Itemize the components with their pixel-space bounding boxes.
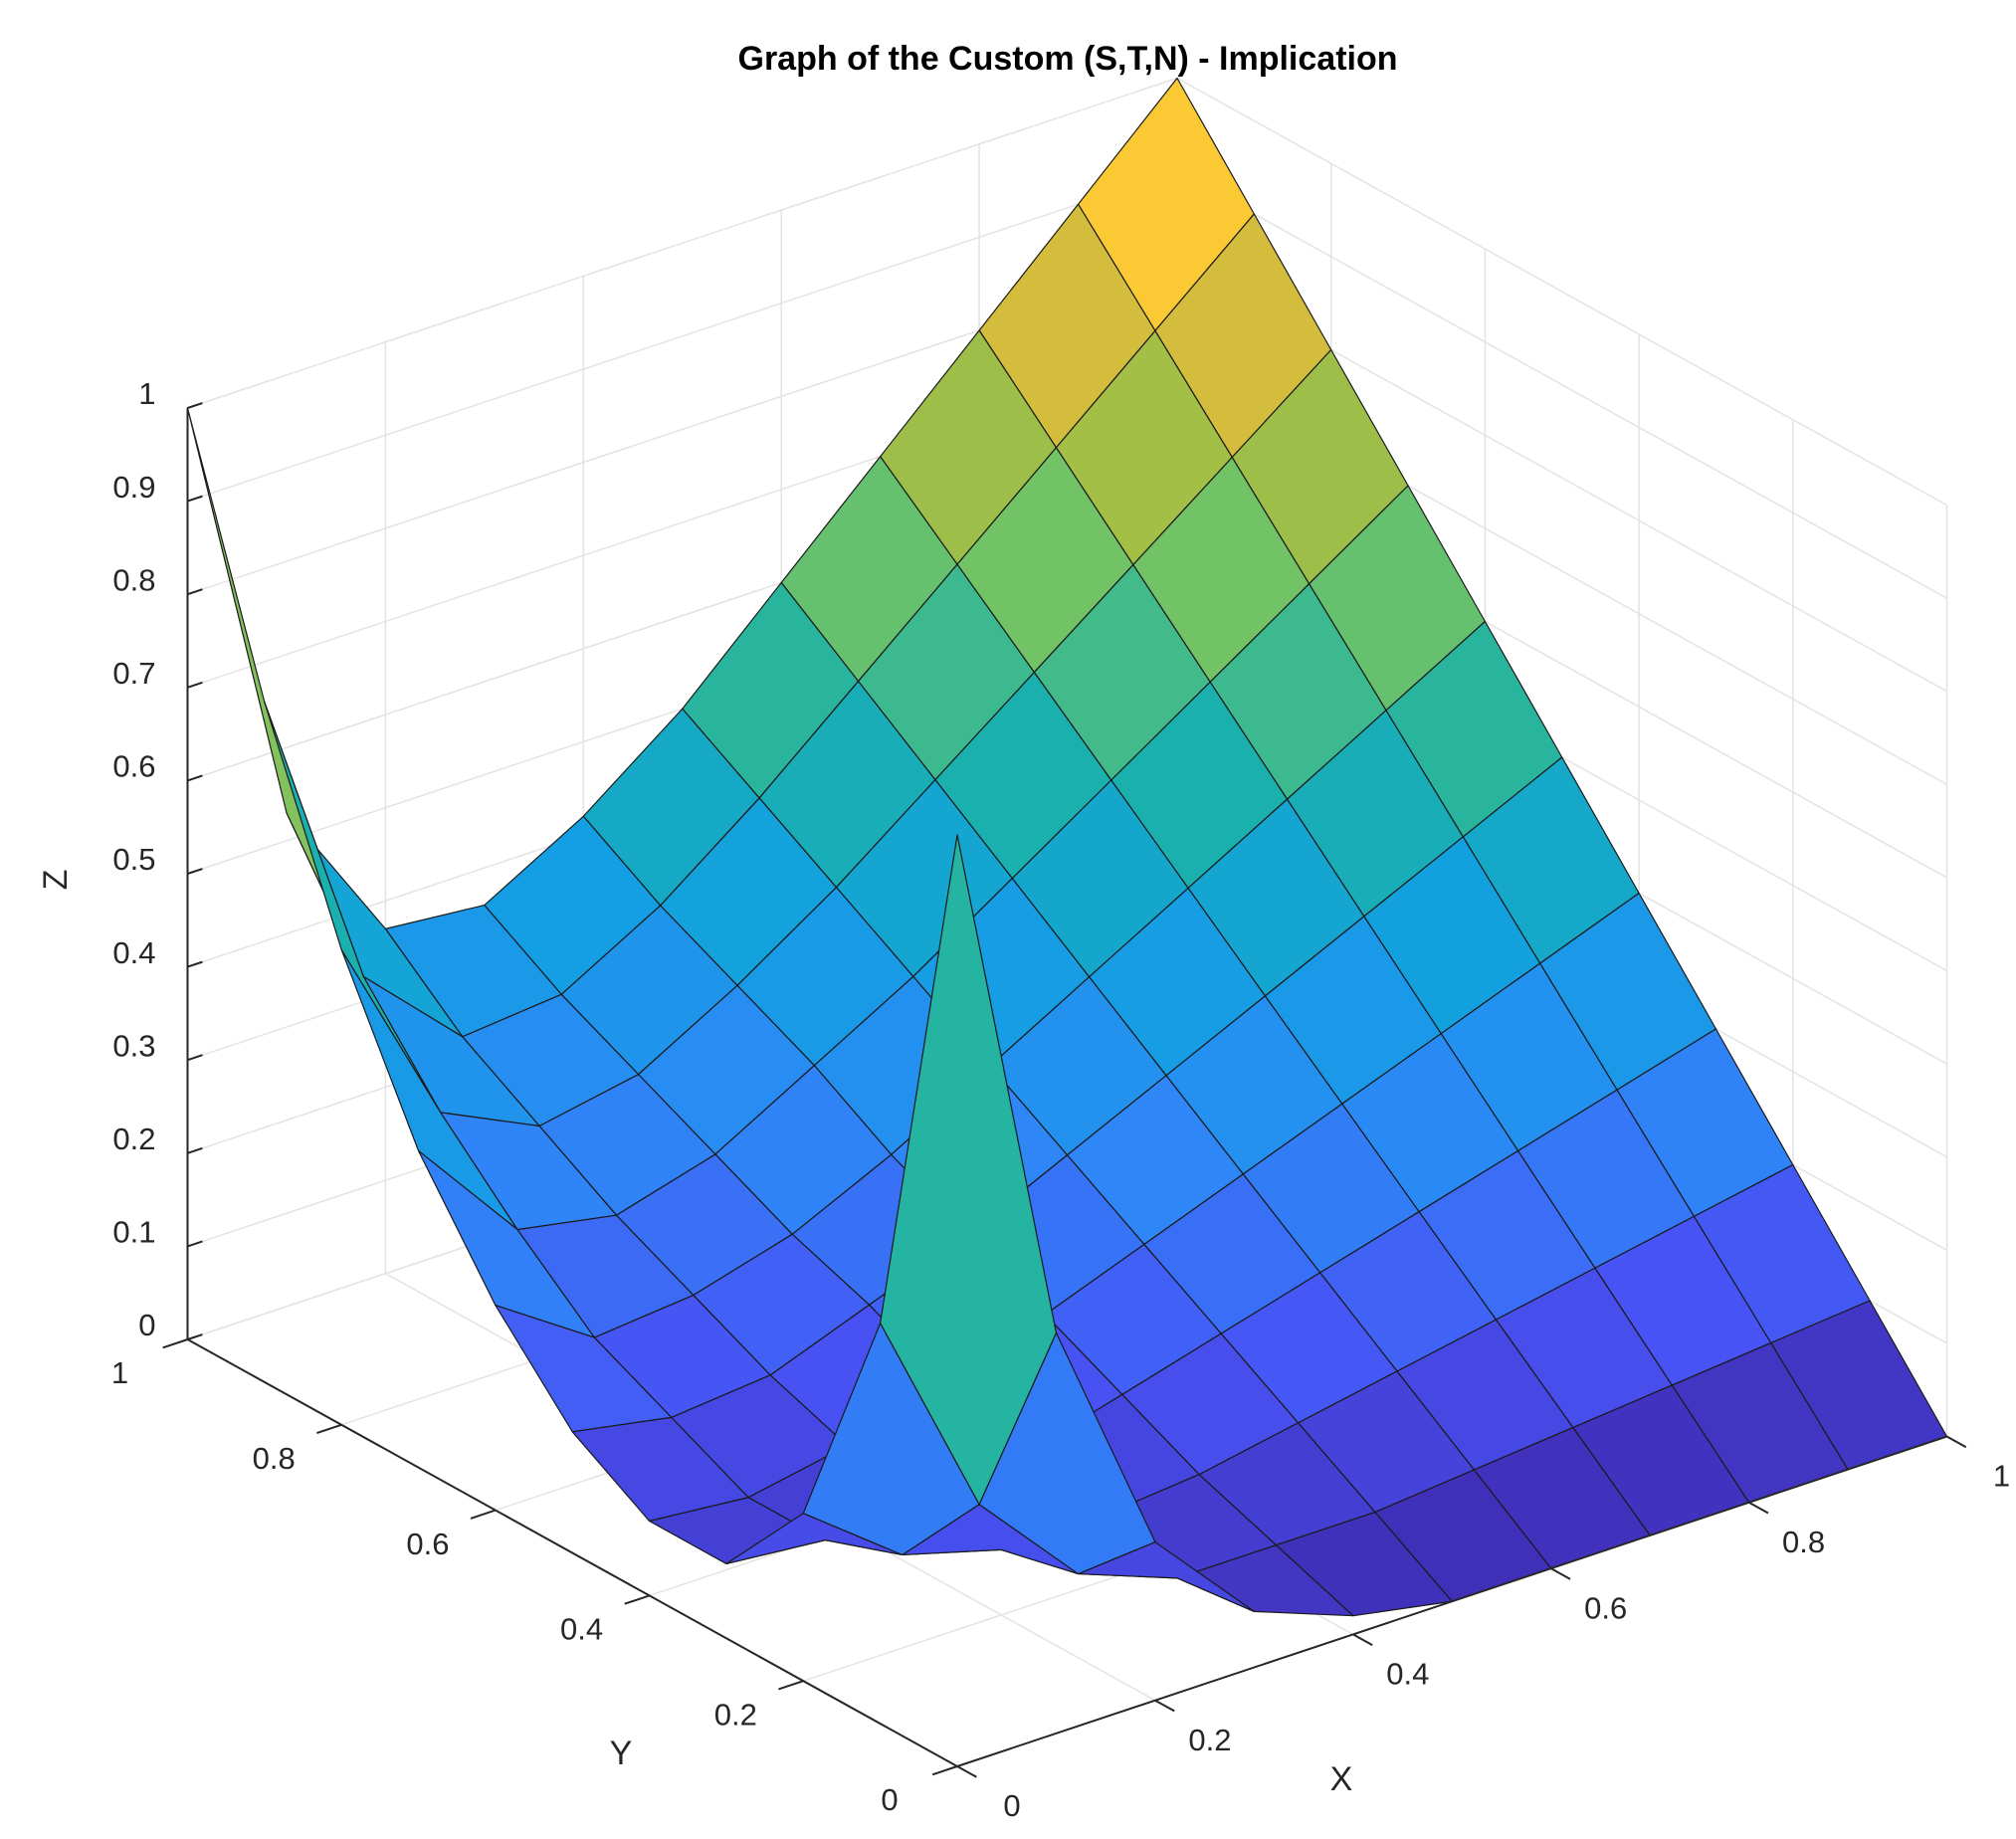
z-tick-label: 0.5 [112,842,155,877]
grid-line [1176,77,1947,507]
z-tick-label: 0 [138,1308,155,1342]
axes: 00.20.40.60.8100.20.40.60.8100.10.20.30.… [111,376,2010,1823]
z-tick [187,681,203,689]
z-tick-label: 0.2 [112,1122,155,1156]
y-tick-label: 1 [111,1355,128,1390]
z-tick [187,1146,203,1154]
x-tick [956,1765,977,1778]
y-tick-label: 0.6 [406,1527,449,1561]
z-axis-label: Z [37,870,75,891]
x-tick-label: 0.4 [1386,1657,1429,1692]
z-tick-label: 0.3 [112,1028,155,1063]
x-tick [1154,1699,1175,1713]
x-tick-label: 0.2 [1188,1723,1231,1757]
y-tick-label: 0 [881,1782,898,1817]
surface [186,77,1948,1617]
z-tick [187,588,203,596]
x-tick [1550,1567,1571,1580]
x-axis-line [956,1435,1947,1767]
z-tick [187,1054,203,1062]
x-tick [1946,1435,1967,1449]
surface-patch [880,834,1058,1506]
chart-title: Graph of the Custom (S,T,N) - Implicatio… [738,40,1398,78]
y-tick-label: 0.2 [714,1697,757,1732]
y-tick [778,1680,804,1691]
z-tick [187,1240,203,1248]
z-tick-label: 0.9 [112,470,155,505]
x-tick [1748,1501,1769,1515]
z-tick [187,774,203,782]
x-tick [1352,1633,1373,1646]
z-tick [187,868,203,875]
y-tick [931,1765,958,1776]
grid-line [187,170,1178,503]
y-tick [624,1594,650,1605]
z-tick [187,960,203,968]
y-axis-label: Y [610,1735,633,1772]
y-tick-label: 0.8 [253,1441,296,1476]
x-tick-label: 0 [1003,1788,1020,1823]
y-tick-label: 0.4 [560,1612,603,1647]
z-tick-label: 0.8 [112,562,155,597]
z-tick [187,495,203,503]
grid-line [1176,170,1947,599]
x-tick-label: 0.6 [1584,1590,1627,1625]
y-axis-line [187,1338,958,1767]
y-tick [316,1423,342,1435]
z-tick-label: 1 [138,376,155,411]
z-tick-label: 0.1 [112,1215,155,1250]
z-tick-label: 0.7 [112,656,155,691]
z-tick [187,402,203,409]
y-tick [470,1509,497,1520]
z-tick-label: 0.4 [112,935,155,970]
z-tick [187,1333,203,1340]
x-tick-label: 1 [1993,1459,2010,1494]
x-tick-label: 0.8 [1782,1525,1825,1559]
z-tick-label: 0.6 [112,749,155,784]
x-axis-label: X [1330,1760,1353,1798]
grid-line [187,77,1178,409]
y-tick [162,1338,188,1349]
